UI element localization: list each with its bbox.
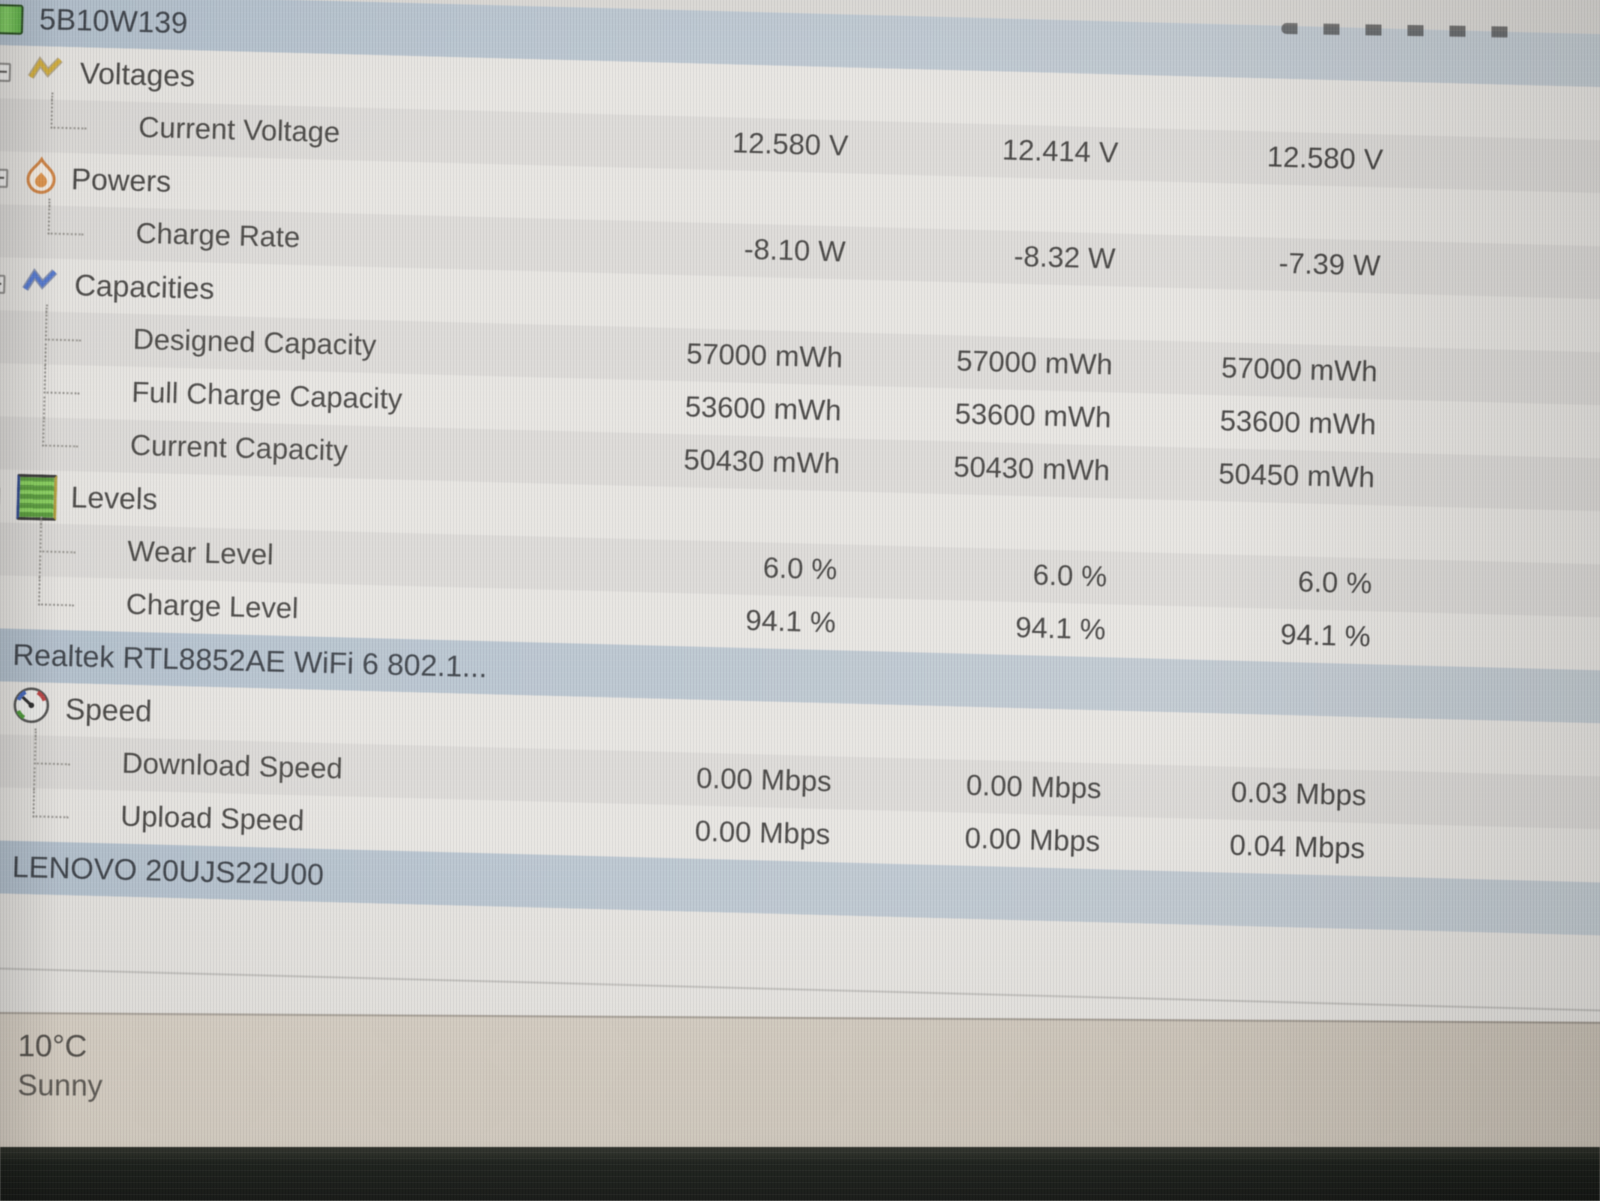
value-current: 0.00 Mbps: [695, 762, 833, 799]
device-label: Realtek RTL8852AE WiFi 6 802.1...: [12, 638, 488, 684]
sensor-group-row-voltages[interactable]: Voltages: [0, 44, 1600, 145]
value-minimum: 6.0 %: [1032, 559, 1108, 594]
tree-branch: [44, 311, 82, 342]
value-minimum: 50430 mWh: [953, 451, 1111, 488]
voltage-waveform-icon: [27, 54, 66, 91]
value-minimum: 0.00 Mbps: [965, 769, 1102, 806]
collapse-toggle[interactable]: [0, 62, 12, 82]
group-label: Capacities: [73, 268, 215, 306]
sensor-label: Charge Rate: [135, 217, 301, 255]
value-minimum: 57000 mWh: [955, 345, 1114, 382]
tree-line: [44, 338, 47, 366]
value-current: 57000 mWh: [685, 338, 844, 375]
tree-line: [38, 550, 42, 578]
tree-branch: [37, 576, 75, 607]
weather-condition: Sunny: [17, 1069, 103, 1103]
sensors-window: 5B10W139 Voltages Current Voltage 12.580…: [0, 0, 1600, 1059]
weather-temperature: 10°C: [17, 1028, 88, 1064]
sensor-label: Full Charge Capacity: [131, 376, 403, 416]
value-maximum: 6.0 %: [1297, 566, 1373, 601]
sensor-label: Designed Capacity: [132, 323, 377, 363]
value-minimum: 0.00 Mbps: [964, 822, 1101, 859]
group-label: Levels: [70, 480, 158, 517]
tree-branch: [43, 364, 81, 395]
value-minimum: 53600 mWh: [954, 398, 1112, 435]
tree-branch: [42, 417, 79, 448]
power-flame-icon: [25, 155, 58, 202]
value-minimum: 94.1 %: [1014, 612, 1107, 647]
collapse-toggle[interactable]: [0, 273, 6, 294]
monitor-bezel: [0, 1147, 1600, 1201]
device-label: 5B10W139: [38, 2, 189, 40]
sensor-label: Wear Level: [126, 535, 274, 572]
sensor-group-row-speed[interactable]: Speed: [0, 680, 1600, 780]
tree-line: [33, 762, 36, 790]
sensor-label: Upload Speed: [120, 800, 305, 838]
group-label: Speed: [64, 692, 153, 728]
value-current: 50430 mWh: [683, 444, 841, 481]
value-current: 94.1 %: [745, 604, 837, 640]
speedometer-icon: [11, 684, 52, 733]
value-maximum: 57000 mWh: [1220, 352, 1378, 389]
group-label: Powers: [70, 162, 172, 199]
tree-branch: [39, 523, 77, 554]
value-maximum: -7.39 W: [1278, 247, 1381, 283]
taskbar: 10°C Sunny: [0, 1012, 1600, 1170]
sensor-group-row-powers[interactable]: Powers: [0, 150, 1600, 250]
sensor-group-row-capacities[interactable]: Capacities: [0, 256, 1600, 356]
value-maximum: 0.03 Mbps: [1230, 776, 1367, 813]
sensor-label: Download Speed: [121, 747, 344, 786]
value-maximum: 53600 mWh: [1219, 405, 1377, 442]
group-label: Voltages: [79, 56, 196, 93]
value-maximum: 0.04 Mbps: [1229, 829, 1366, 866]
sensor-label: Current Capacity: [129, 429, 349, 468]
value-current: 0.00 Mbps: [694, 815, 831, 852]
value-current: -8.10 W: [743, 233, 846, 269]
value-current: 53600 mWh: [684, 391, 842, 428]
sensor-label: Charge Level: [125, 588, 299, 626]
levels-gauge-icon: [16, 473, 58, 521]
tree-branch: [32, 788, 70, 819]
tree-branch: [47, 205, 85, 236]
weather-widget[interactable]: 10°C Sunny: [17, 1026, 103, 1106]
value-minimum: -8.32 W: [1013, 240, 1116, 276]
value-current: 12.580 V: [731, 127, 849, 163]
battery-icon: [0, 3, 24, 35]
tree-line: [42, 391, 46, 419]
value-minimum: 12.414 V: [1001, 134, 1119, 170]
tree-branch: [33, 735, 71, 766]
capacity-waveform-icon: [22, 266, 61, 303]
value-maximum: 50450 mWh: [1218, 458, 1376, 495]
value-maximum: 94.1 %: [1279, 618, 1371, 654]
value-maximum: 12.580 V: [1266, 141, 1384, 177]
collapse-toggle[interactable]: [0, 167, 9, 188]
tree-branch: [50, 99, 88, 130]
value-current: 6.0 %: [762, 552, 838, 587]
device-label: LENOVO 20UJS22U00: [11, 850, 325, 892]
